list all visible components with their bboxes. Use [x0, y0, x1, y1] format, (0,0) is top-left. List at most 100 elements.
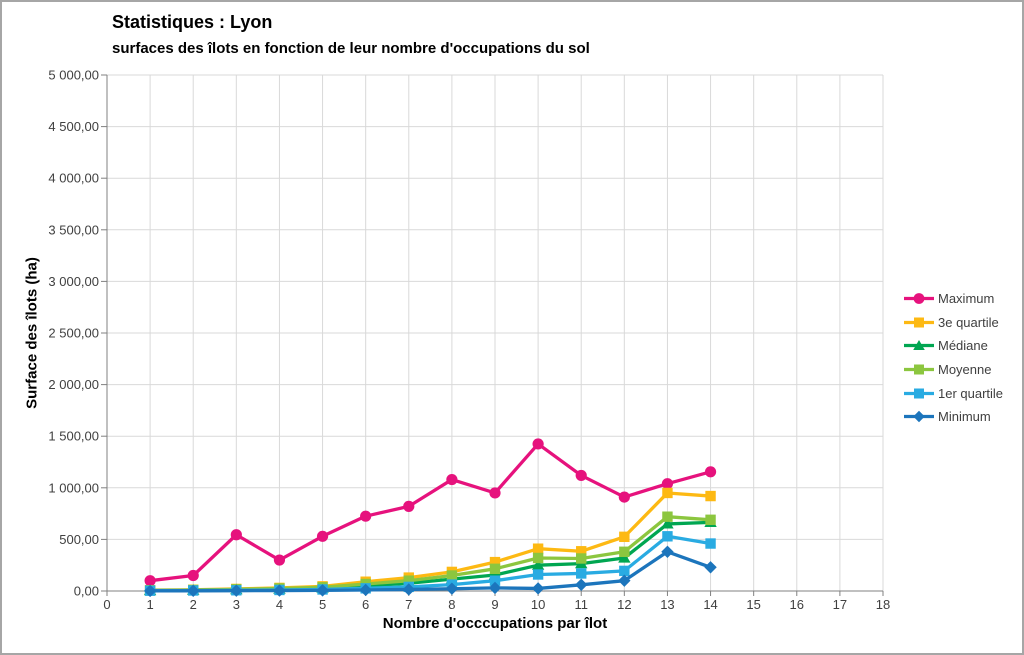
legend-moyenne-marker-icon — [904, 364, 934, 375]
y-tick-label: 5 000,00 — [48, 68, 99, 83]
chart-title: Statistiques : Lyon — [112, 12, 273, 32]
series-minimum-marker — [618, 574, 631, 587]
x-tick-label: 5 — [319, 597, 326, 612]
x-tick-label: 9 — [491, 597, 498, 612]
series-minimum-marker — [575, 578, 588, 592]
series-maximum-marker — [575, 469, 587, 482]
series-minimum-marker — [488, 581, 502, 595]
series-minimum-marker — [531, 582, 545, 595]
series-minimum-marker — [704, 561, 717, 574]
series-maximum-marker — [144, 575, 156, 587]
legend-label: 3e quartile — [938, 314, 999, 330]
series-m-diane-marker — [618, 551, 631, 563]
x-tick-label: 7 — [405, 597, 412, 612]
series-maximum-marker — [403, 500, 415, 512]
series-3e-quartile-marker — [662, 487, 673, 499]
legend-m-diane-marker-icon — [904, 340, 934, 351]
legend-label: Minimum — [938, 409, 991, 425]
series-3e-quartile-marker — [705, 490, 716, 502]
series-minimum-marker — [273, 584, 286, 597]
legend-label: 1er quartile — [938, 385, 1004, 401]
legend-item-1er-quartile: 1er quartile — [903, 381, 1003, 405]
x-tick-label: 14 — [703, 597, 717, 612]
legend-item-m-diane: Médiane — [903, 334, 1003, 358]
x-tick-label: 3 — [233, 597, 240, 612]
series-m-diane-marker — [661, 517, 674, 529]
y-tick-label: 2 000,00 — [48, 377, 99, 392]
series-1er-quartile-marker — [576, 568, 587, 579]
chart-subtitle: surfaces des îlots en fonction de leur n… — [112, 40, 590, 57]
legend-maximum-marker-icon — [904, 293, 934, 305]
x-tick-label: 2 — [190, 597, 197, 612]
x-tick-label: 6 — [362, 597, 369, 612]
legend-item-moyenne: Moyenne — [903, 358, 1003, 382]
legend-3e-quartile-marker-icon — [904, 317, 934, 328]
x-axis-title: Nombre d'occcupations par îlot — [382, 615, 608, 632]
y-tick-label: 3 000,00 — [48, 274, 99, 289]
series-moyenne-marker — [532, 552, 544, 564]
series-3e-quartile-marker — [489, 556, 501, 568]
series-minimum-marker — [402, 583, 415, 596]
legend-label: Maximum — [938, 291, 995, 307]
series-minimum-marker — [230, 584, 243, 597]
series-moyenne-marker — [489, 563, 501, 575]
series-moyenne-marker — [705, 514, 716, 525]
y-tick-label: 0,00 — [74, 584, 99, 599]
legend-item-minimum: Minimum — [903, 405, 1003, 429]
x-tick-label: 15 — [746, 597, 760, 612]
series-maximum-marker — [316, 530, 329, 542]
y-tick-label: 1 000,00 — [48, 480, 99, 495]
x-tick-label: 1 — [146, 597, 153, 612]
series-maximum-marker — [618, 491, 630, 503]
series-1er-quartile-marker — [705, 538, 716, 549]
series-minimum-marker — [316, 584, 329, 597]
legend-item-3e-quartile: 3e quartile — [903, 311, 1003, 335]
series-maximum-marker — [489, 487, 501, 499]
series-m-diane-marker — [531, 559, 545, 570]
x-tick-label: 8 — [448, 597, 455, 612]
series-minimum-marker — [187, 584, 200, 597]
series-moyenne-marker — [619, 546, 630, 557]
series-minimum-marker — [143, 584, 157, 598]
y-tick-label: 500,00 — [59, 532, 99, 547]
legend-1er-quartile-marker-icon — [904, 388, 934, 399]
series-moyenne-marker — [662, 511, 673, 522]
legend-label: Médiane — [938, 338, 988, 354]
series-minimum-marker — [445, 582, 459, 595]
series-3e-quartile-marker — [619, 531, 630, 543]
y-tick-label: 4 000,00 — [48, 171, 99, 186]
series-1er-quartile-marker — [532, 569, 544, 580]
series-maximum-marker — [187, 569, 199, 582]
series-maximum-marker — [532, 438, 544, 450]
series-maximum-marker — [360, 510, 372, 522]
legend-minimum-marker-icon — [904, 411, 934, 423]
x-tick-label: 11 — [574, 597, 588, 612]
series-minimum-marker — [661, 545, 674, 558]
x-tick-label: 10 — [531, 597, 545, 612]
series-maximum-marker — [273, 554, 286, 566]
series-line-maximum — [148, 442, 713, 583]
series-maximum-marker — [704, 466, 717, 478]
x-tick-label: 16 — [790, 597, 804, 612]
series-1er-quartile-marker — [489, 575, 501, 586]
series-line-minimum — [148, 550, 713, 593]
series-maximum-marker — [230, 529, 242, 541]
legend-item-maximum: Maximum — [903, 287, 1003, 311]
x-tick-label: 0 — [103, 597, 110, 612]
series-maximum-marker — [661, 478, 674, 490]
y-tick-label: 2 500,00 — [48, 326, 99, 341]
x-tick-label: 18 — [876, 597, 890, 612]
y-tick-label: 4 500,00 — [48, 119, 99, 134]
series-1er-quartile-marker — [619, 565, 630, 577]
series-moyenne-marker — [576, 553, 587, 564]
series-minimum-marker — [359, 583, 372, 597]
series-maximum-marker — [446, 473, 458, 486]
series-1er-quartile-marker — [662, 531, 673, 542]
series-moyenne-marker — [446, 570, 458, 581]
x-tick-label: 12 — [617, 597, 631, 612]
y-tick-label: 1 500,00 — [48, 429, 99, 444]
legend-label: Moyenne — [938, 362, 992, 378]
series-moyenne-marker — [403, 575, 414, 586]
